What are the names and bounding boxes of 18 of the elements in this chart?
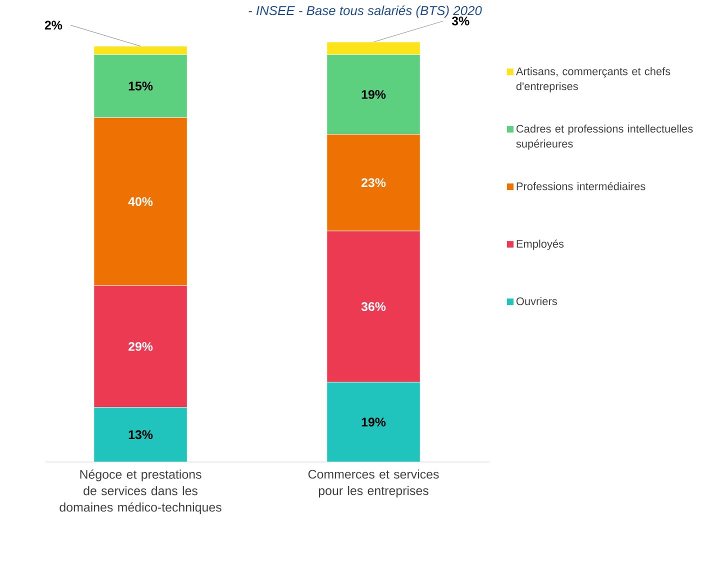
- x-tick-label: Commerces et services pour les entreprises: [308, 469, 439, 498]
- legend-label: Ouvriers: [516, 297, 557, 306]
- legend-label: Employés: [516, 240, 564, 250]
- chart-title: - INSEE - Base tous salariés (BTS) 2020: [248, 6, 482, 18]
- legend-label: Cadres et professions intellectuelles supérieures: [516, 124, 693, 150]
- data-label: 19%: [362, 418, 386, 426]
- x-tick-label: Négoce et prestations de services dans les domaines médico-techniques: [60, 470, 222, 514]
- legend-label: Artisans, commerçants et chefs d'entreprises: [516, 67, 670, 92]
- data-label: 2%: [44, 20, 62, 30]
- data-label: 3%: [452, 16, 470, 26]
- legend-label: Professions intermédiaires: [516, 182, 646, 190]
- data-label: 40%: [128, 197, 153, 206]
- data-label: 15%: [128, 82, 153, 90]
- data-label: 29%: [128, 342, 153, 351]
- data-label: 19%: [362, 90, 386, 99]
- data-label: 23%: [361, 178, 386, 188]
- data-label: 13%: [128, 430, 153, 440]
- data-label: 36%: [361, 302, 386, 312]
